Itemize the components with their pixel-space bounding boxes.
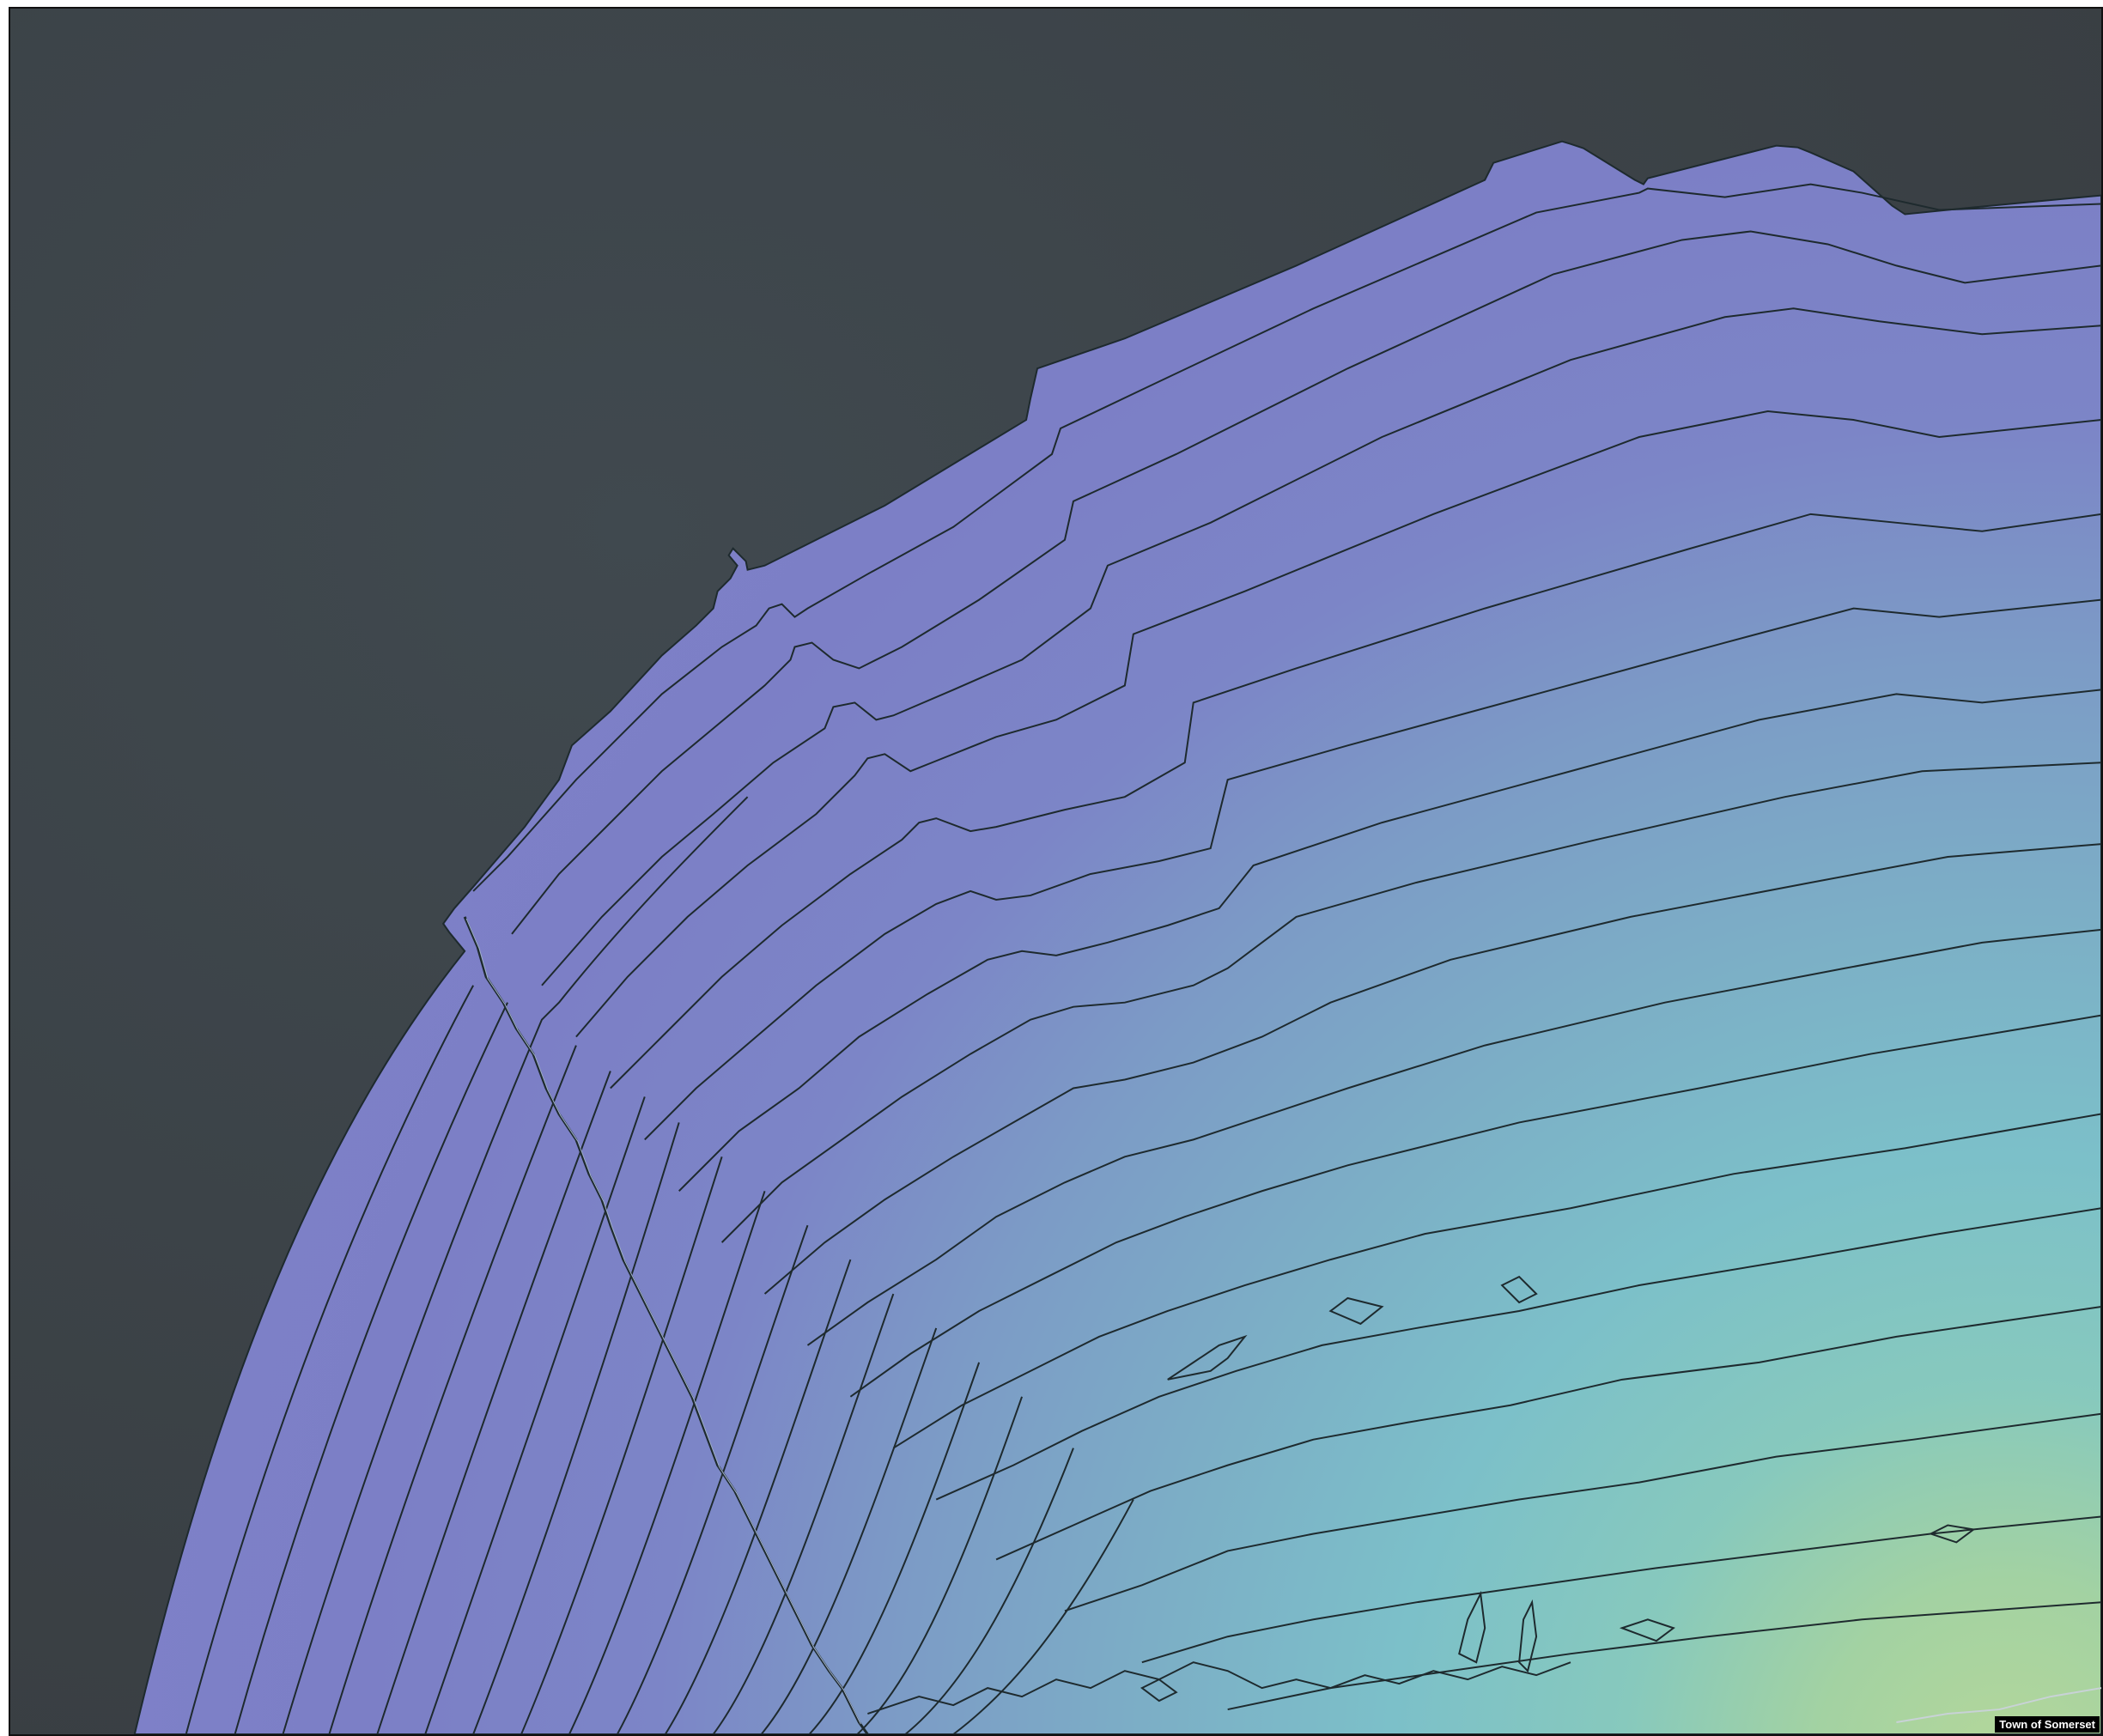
contour-region [133, 140, 2101, 1734]
contour-lines [185, 183, 2101, 1734]
road-line [1896, 1687, 2101, 1724]
boundary-line [463, 916, 869, 1734]
map-attribution: Town of Somerset [1995, 1716, 2100, 1733]
boundary-line-inner [465, 918, 861, 1725]
shoreline [867, 1661, 1571, 1715]
contour-map[interactable] [10, 9, 2101, 1734]
map-frame[interactable]: Town of Somerset [9, 7, 2103, 1736]
